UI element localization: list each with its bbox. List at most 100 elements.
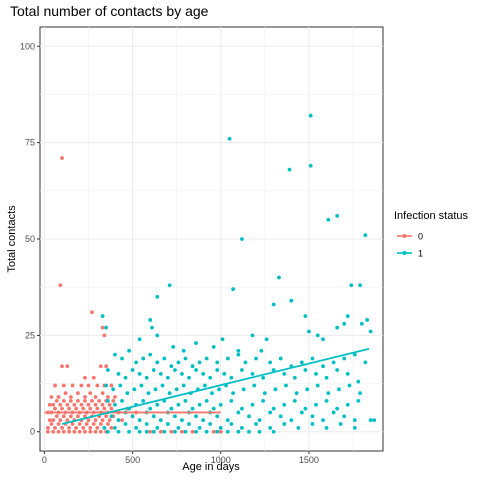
data-point-series-1	[282, 422, 286, 426]
data-point-series-0	[94, 430, 98, 434]
data-point-series-1	[205, 430, 209, 434]
legend-label-0: 0	[418, 232, 423, 242]
data-point-series-1	[191, 407, 195, 411]
data-point-series-1	[272, 303, 276, 307]
data-point-series-1	[307, 330, 311, 334]
data-point-series-0	[76, 414, 80, 418]
data-point-series-1	[198, 426, 202, 430]
data-point-series-1	[106, 399, 110, 403]
data-point-series-1	[236, 430, 240, 434]
data-point-series-1	[314, 372, 318, 376]
data-point-series-0	[69, 414, 73, 418]
data-point-series-1	[184, 399, 188, 403]
data-point-series-1	[337, 387, 341, 391]
data-point-series-0	[219, 430, 223, 434]
data-point-series-1	[288, 168, 292, 172]
data-point-series-0	[62, 384, 66, 388]
data-point-series-1	[316, 384, 320, 388]
data-point-series-0	[83, 399, 87, 403]
data-point-series-1	[138, 372, 142, 376]
data-point-series-1	[155, 333, 159, 337]
data-point-series-1	[268, 360, 272, 364]
data-point-series-0	[55, 414, 59, 418]
data-point-series-1	[138, 418, 142, 422]
legend-item-1: 1	[397, 249, 423, 259]
data-point-series-1	[356, 399, 360, 403]
data-point-series-1	[166, 422, 170, 426]
data-point-series-1	[226, 418, 230, 422]
data-point-series-0	[60, 407, 64, 411]
data-point-series-1	[113, 353, 117, 357]
data-point-series-1	[221, 337, 225, 341]
data-point-series-0	[78, 422, 82, 426]
data-point-series-0	[102, 407, 106, 411]
data-point-series-0	[62, 430, 66, 434]
y-tick-label: 100	[20, 41, 35, 51]
data-point-series-0	[60, 156, 64, 160]
data-point-series-1	[304, 314, 308, 318]
data-point-series-0	[180, 430, 184, 434]
data-point-series-0	[57, 395, 61, 399]
data-point-series-0	[46, 430, 50, 434]
data-point-series-1	[148, 353, 152, 357]
data-point-series-1	[219, 403, 223, 407]
data-point-series-1	[132, 387, 136, 391]
data-point-series-1	[217, 387, 221, 391]
data-point-series-1	[226, 430, 230, 434]
data-point-series-1	[332, 360, 336, 364]
data-point-series-1	[168, 283, 172, 287]
data-point-series-0	[46, 426, 50, 430]
data-point-series-1	[228, 137, 232, 141]
data-point-series-0	[71, 384, 75, 388]
data-point-series-1	[198, 403, 202, 407]
data-point-series-1	[212, 345, 216, 349]
data-point-series-0	[83, 430, 87, 434]
data-point-series-1	[145, 376, 149, 380]
data-point-series-1	[242, 387, 246, 391]
data-point-series-1	[201, 372, 205, 376]
data-point-series-1	[247, 430, 251, 434]
data-point-series-1	[127, 349, 131, 353]
data-point-series-1	[321, 364, 325, 368]
data-point-series-0	[83, 376, 87, 380]
data-point-series-0	[81, 426, 85, 430]
data-point-series-1	[252, 384, 256, 388]
data-point-series-1	[353, 418, 357, 422]
data-point-series-0	[101, 391, 105, 395]
data-point-series-1	[215, 430, 219, 434]
data-point-series-1	[141, 357, 145, 361]
data-point-series-1	[358, 283, 362, 287]
data-point-series-0	[72, 403, 76, 407]
data-point-series-0	[99, 430, 103, 434]
data-point-series-1	[182, 349, 186, 353]
data-point-series-0	[87, 403, 91, 407]
data-point-series-1	[229, 376, 233, 380]
data-point-series-1	[182, 384, 186, 388]
data-point-series-0	[67, 407, 71, 411]
data-point-series-1	[120, 357, 124, 361]
x-tick-label: 1500	[299, 455, 319, 465]
data-point-series-1	[240, 407, 244, 411]
data-point-series-1	[215, 360, 219, 364]
data-point-series-1	[279, 414, 283, 418]
data-point-series-0	[88, 391, 92, 395]
data-point-series-1	[148, 318, 152, 322]
data-point-series-0	[74, 426, 78, 430]
data-point-series-1	[229, 422, 233, 426]
data-point-series-1	[272, 407, 276, 411]
data-point-series-1	[309, 164, 313, 168]
data-point-series-0	[76, 391, 80, 395]
data-point-series-0	[72, 430, 76, 434]
data-point-series-1	[147, 391, 151, 395]
data-point-series-1	[124, 376, 128, 380]
data-point-series-0	[102, 333, 106, 337]
data-point-series-0	[67, 426, 71, 430]
data-point-series-0	[90, 399, 94, 403]
data-point-series-1	[293, 399, 297, 403]
data-point-series-1	[316, 333, 320, 337]
data-point-series-1	[208, 422, 212, 426]
data-point-series-1	[296, 426, 300, 430]
data-point-series-0	[111, 399, 115, 403]
data-point-series-1	[325, 399, 329, 403]
legend-key-dot-0	[403, 234, 407, 238]
